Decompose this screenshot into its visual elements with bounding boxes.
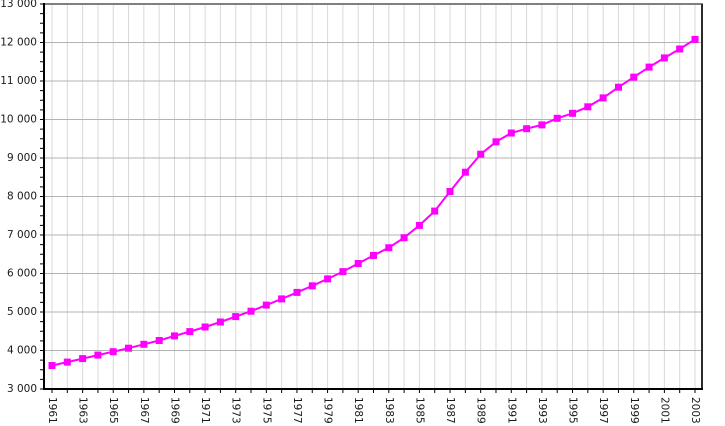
x-axis-label: 1973 (230, 397, 242, 424)
data-point-marker (370, 251, 377, 259)
data-point-marker (660, 54, 668, 62)
data-point-marker (262, 301, 270, 309)
data-point-marker (63, 358, 71, 366)
data-point-marker (492, 138, 500, 146)
data-point-marker (339, 268, 347, 276)
x-axis-label: 2001 (658, 397, 670, 424)
data-point-marker (461, 168, 469, 176)
data-point-marker (216, 318, 224, 326)
x-axis-label: 1979 (322, 397, 334, 424)
data-point-marker (630, 73, 638, 81)
y-axis-label: 8 000 (7, 191, 37, 203)
data-point-marker (79, 355, 87, 363)
y-axis-label: 7 000 (7, 229, 37, 241)
y-axis-label: 9 000 (7, 152, 37, 164)
y-axis-label: 4 000 (7, 345, 37, 357)
x-axis-label: 1993 (536, 397, 548, 424)
data-point-marker (278, 295, 286, 303)
x-axis-label: 1997 (597, 397, 609, 424)
data-point-marker (691, 35, 699, 43)
data-point-marker (599, 94, 607, 102)
y-axis-label: 6 000 (7, 268, 37, 280)
data-point-marker (385, 244, 393, 252)
data-point-marker (293, 288, 301, 296)
data-point-marker (477, 150, 485, 158)
y-axis-label: 13 000 (0, 0, 37, 10)
data-point-marker (615, 83, 622, 91)
data-point-marker (538, 121, 546, 129)
x-axis-label: 1977 (291, 397, 303, 424)
y-axis-label: 3 000 (7, 383, 37, 395)
data-point-marker (109, 348, 117, 356)
data-point-marker (553, 114, 561, 122)
data-point-marker (232, 313, 240, 321)
x-axis-label: 1961 (46, 397, 58, 424)
x-axis-label: 1999 (628, 397, 640, 424)
x-axis-label: 1981 (352, 397, 364, 424)
data-point-marker (155, 337, 163, 344)
data-point-marker (584, 103, 592, 111)
data-point-marker (676, 45, 684, 53)
data-point-marker (354, 260, 362, 267)
x-axis-label: 1969 (168, 397, 180, 424)
data-point-marker (415, 221, 423, 229)
y-axis-label: 10 000 (0, 114, 37, 126)
y-axis-label: 5 000 (7, 306, 37, 318)
x-axis-label: 1975 (260, 397, 272, 424)
data-point-marker (125, 344, 132, 352)
data-point-marker (171, 332, 178, 340)
x-axis-label: 1983 (383, 397, 395, 424)
x-axis-label: 1985 (413, 397, 425, 424)
data-point-marker (446, 188, 454, 195)
data-point-marker (247, 307, 255, 315)
x-axis-label: 1967 (138, 397, 150, 424)
x-axis-label: 1989 (475, 397, 487, 424)
x-axis-label: 2003 (689, 397, 701, 424)
x-axis-label: 1995 (567, 397, 579, 424)
data-point-marker (94, 351, 102, 359)
data-point-marker (431, 207, 439, 215)
x-axis-label: 1991 (505, 397, 517, 424)
data-point-marker (186, 328, 194, 336)
data-point-marker (324, 275, 332, 283)
data-point-marker (523, 125, 531, 133)
data-point-marker (507, 129, 515, 137)
x-axis-label: 1963 (77, 397, 89, 424)
data-point-marker (645, 63, 653, 71)
x-axis-label: 1965 (107, 397, 119, 424)
data-point-marker (400, 234, 408, 242)
data-point-marker (308, 282, 316, 290)
x-axis-label: 1971 (199, 397, 211, 424)
y-axis-label: 12 000 (0, 37, 37, 49)
data-point-marker (48, 362, 56, 369)
data-point-marker (201, 323, 209, 331)
data-point-marker (140, 340, 148, 348)
y-axis-label: 11 000 (0, 75, 37, 87)
x-axis-label: 1987 (444, 397, 456, 424)
data-point-marker (569, 109, 576, 117)
